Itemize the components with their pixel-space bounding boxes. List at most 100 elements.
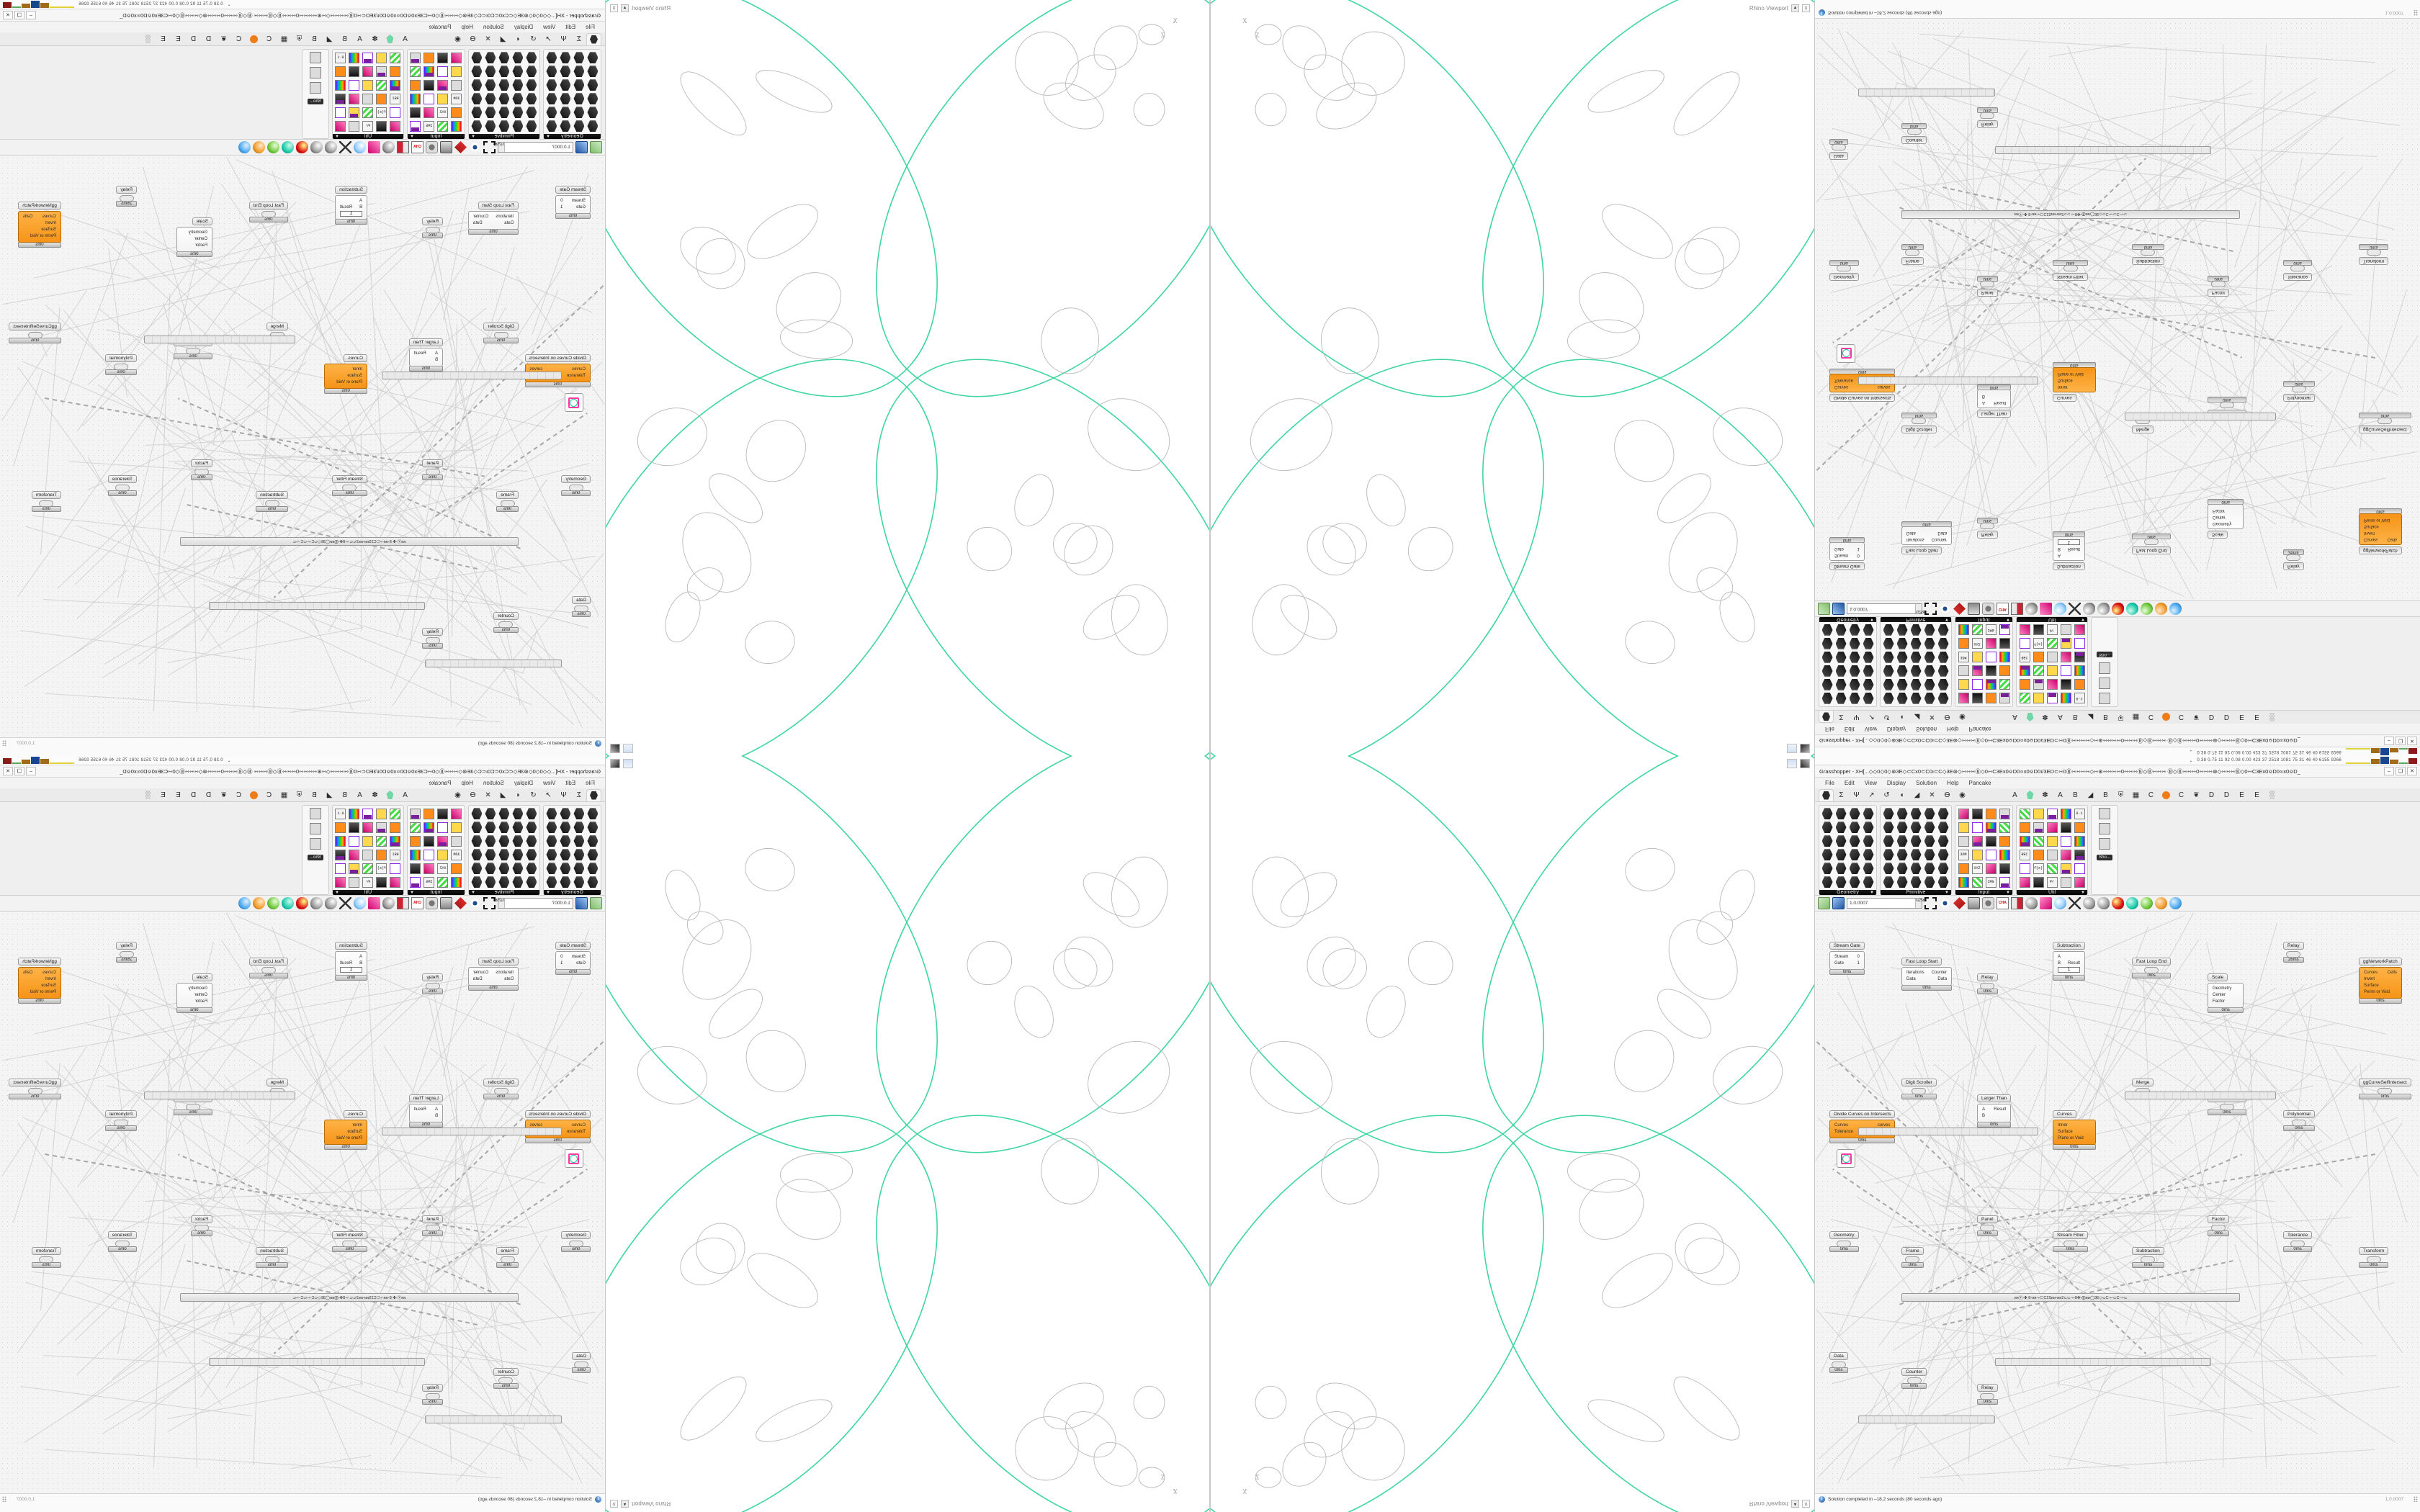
component-button[interactable] <box>2073 834 2086 847</box>
menu-item-edit[interactable]: Edit <box>565 24 576 30</box>
relay-node[interactable] <box>2378 1088 2393 1094</box>
component-button[interactable] <box>1937 637 1950 650</box>
component-button[interactable] <box>1998 848 2011 861</box>
ribbon-intersect-tab[interactable]: ✕ <box>1929 713 1935 721</box>
ribbon-plugin-d-tab[interactable]: D <box>2208 713 2215 721</box>
component-button[interactable] <box>348 834 361 847</box>
number-slider[interactable] <box>425 660 562 667</box>
param-out-label[interactable]: Counter <box>1931 537 1948 541</box>
component-button[interactable] <box>348 51 361 64</box>
component-button[interactable] <box>1896 665 1909 678</box>
ribbon-plugin-green-tab[interactable] <box>382 33 398 45</box>
ribbon-curve-tab[interactable]: ↺ <box>1883 713 1890 721</box>
ribbon-plugin-bird-tab[interactable]: ❦ <box>2193 791 2200 799</box>
ribbon-plugin-d2-tab[interactable]: D <box>190 791 197 799</box>
component-button[interactable] <box>2032 807 2045 820</box>
component-button[interactable] <box>1821 834 1834 847</box>
component-button[interactable] <box>1971 665 1984 678</box>
component-button[interactable] <box>586 51 599 64</box>
component-button[interactable]: IMG <box>1984 876 1997 888</box>
component-button[interactable] <box>409 106 422 119</box>
component-button[interactable] <box>2018 876 2031 888</box>
param-in-label[interactable]: A <box>434 1107 438 1112</box>
menu-item-file[interactable]: File <box>1825 726 1834 732</box>
component-button[interactable] <box>1937 876 1950 888</box>
component-body[interactable]: Curves Cells Invert Surface Perim or Void <box>17 211 61 243</box>
component-button[interactable] <box>1896 624 1909 636</box>
component-button[interactable] <box>1896 834 1909 847</box>
component-button[interactable] <box>409 807 422 820</box>
param-in-label[interactable]: Center <box>194 237 207 241</box>
param-in-label[interactable]: Data <box>1906 977 1916 981</box>
component-button[interactable] <box>470 120 483 132</box>
ribbon-maths-tab[interactable]: Σ <box>1839 713 1844 721</box>
ribbon-plugin-mountain-tab[interactable]: ◢ <box>326 791 333 799</box>
gh-component[interactable]: Larger Than A Result B 0ms <box>408 1090 443 1128</box>
ribbon-plugin-orange-tab[interactable] <box>2159 711 2174 724</box>
pancake-a-icon[interactable] <box>310 52 321 63</box>
ribbon-plugin-a-tab[interactable]: A <box>2012 791 2017 799</box>
component-button[interactable] <box>2018 834 2031 847</box>
ribbon-plugin-e2-tab[interactable]: E <box>2254 713 2259 721</box>
new-document-icon[interactable] <box>1818 897 1830 909</box>
relay-node[interactable] <box>1831 144 1846 150</box>
component-button[interactable] <box>559 807 572 820</box>
ribbon-plugin-e2-tab[interactable]: E <box>161 791 166 799</box>
component-button[interactable]: 0.1 <box>2073 692 2086 705</box>
component-button[interactable] <box>348 821 361 834</box>
gh-component[interactable]: Polynomial 0ms <box>2283 381 2315 406</box>
component-button[interactable] <box>375 65 388 78</box>
relay-node[interactable] <box>2063 265 2078 271</box>
param-in-label[interactable]: Curves <box>1834 1123 1849 1128</box>
ribbon-plugin-matrix-tab[interactable]: ░ <box>145 791 151 799</box>
component-button[interactable] <box>1923 848 1936 861</box>
component-button[interactable] <box>586 862 599 875</box>
component-button[interactable] <box>389 65 402 78</box>
bulb-icon[interactable] <box>2054 897 2066 909</box>
component-button[interactable] <box>1984 678 1997 691</box>
param-out-label[interactable]: Result <box>2068 546 2081 551</box>
gh-component[interactable]: Relay 26ms <box>2283 937 2304 963</box>
component-button[interactable] <box>559 876 572 888</box>
param-in-label[interactable]: Center <box>194 993 207 997</box>
component-button[interactable] <box>450 51 463 64</box>
component-button[interactable] <box>1957 876 1970 888</box>
ribbon-plugin-b-tab[interactable]: B <box>342 35 347 43</box>
component-button[interactable] <box>498 78 511 91</box>
gh-component[interactable]: Panel 0ms <box>1977 1211 1998 1236</box>
preview-eye-icon[interactable] <box>1939 897 1951 909</box>
param-in-label[interactable]: Curves <box>42 215 56 219</box>
shade-icon[interactable] <box>2083 897 2095 909</box>
component-button[interactable] <box>1834 624 1847 636</box>
component-button[interactable] <box>1998 692 2011 705</box>
param-in-label[interactable]: Geometry <box>2213 521 2232 526</box>
panel-group-title[interactable]: Geometry ▼ <box>1819 617 1876 622</box>
render-teal-icon[interactable] <box>2126 603 2138 615</box>
minimize-button[interactable]: – <box>2384 767 2394 775</box>
relay-node[interactable] <box>500 1256 515 1263</box>
ribbon-plugin-b2-tab[interactable]: B <box>2103 713 2108 721</box>
panel-group-title[interactable]: Primitive ▼ <box>1881 890 1951 895</box>
component-button[interactable] <box>423 862 436 875</box>
gh-component[interactable]: Curves Inner Surface Plane or Void 0ms <box>324 350 367 394</box>
save-document-icon[interactable] <box>575 897 588 909</box>
bake-icon[interactable] <box>1968 897 1980 909</box>
ribbon-sets-tab[interactable]: Ψ <box>560 35 567 43</box>
relay-node[interactable] <box>264 500 279 507</box>
param-in-label[interactable]: Surface <box>41 984 56 988</box>
component-button[interactable] <box>1937 665 1950 678</box>
component-button[interactable] <box>2032 678 2045 691</box>
component-button[interactable] <box>1909 651 1922 664</box>
pink-icon[interactable] <box>2040 603 2052 615</box>
param-in-label[interactable]: Tolerance <box>566 374 586 378</box>
relay-node[interactable] <box>114 1120 129 1126</box>
gh-component[interactable]: Transform 0ms <box>31 1243 61 1268</box>
component-button[interactable] <box>573 821 586 834</box>
settings-icon[interactable] <box>1982 603 1994 615</box>
component-button[interactable] <box>1821 692 1834 705</box>
component-button[interactable] <box>2018 665 2031 678</box>
param-in-label[interactable]: Stream <box>571 955 586 959</box>
component-button[interactable] <box>348 106 361 119</box>
gh-component[interactable]: Factor 0ms <box>190 1211 212 1236</box>
minimize-button[interactable]: – <box>26 767 36 775</box>
